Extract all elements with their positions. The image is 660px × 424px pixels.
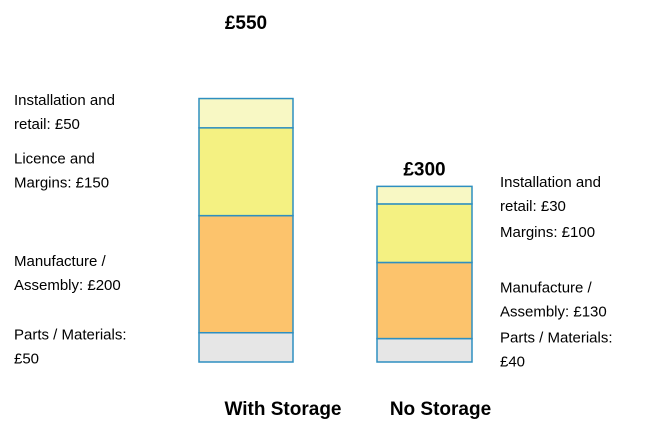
segment-label: Manufacture / (500, 279, 593, 296)
segment-label: Parts / Materials: (14, 326, 127, 343)
segment-label: retail: £50 (14, 116, 80, 133)
total-label: £550 (225, 13, 267, 34)
segment-label: Assembly: £130 (500, 303, 607, 320)
segment-label: Licence and (14, 151, 95, 168)
bar-segment (376, 203, 473, 264)
bar-segment (198, 214, 294, 334)
bar-segment (198, 97, 294, 129)
bar-segment (376, 337, 473, 363)
bar-segment (376, 185, 473, 205)
segment-label: retail: £30 (500, 198, 566, 215)
segment-label: £40 (500, 353, 525, 370)
segment-label: Margins: £100 (500, 224, 595, 241)
segment-label: Assembly: £200 (14, 277, 121, 294)
category-label: With Storage (225, 399, 342, 420)
bar-segment (198, 331, 294, 363)
bar-segment (198, 127, 294, 217)
segment-label: Installation and (14, 92, 115, 109)
segment-label: Parts / Materials: (500, 329, 613, 346)
segment-label: Installation and (500, 174, 601, 191)
bar-segment (376, 261, 473, 340)
total-label: £300 (403, 159, 445, 180)
category-label: No Storage (390, 399, 491, 420)
segment-label: Manufacture / (14, 253, 107, 270)
segment-label: Margins: £150 (14, 175, 109, 192)
segment-label: £50 (14, 350, 39, 367)
